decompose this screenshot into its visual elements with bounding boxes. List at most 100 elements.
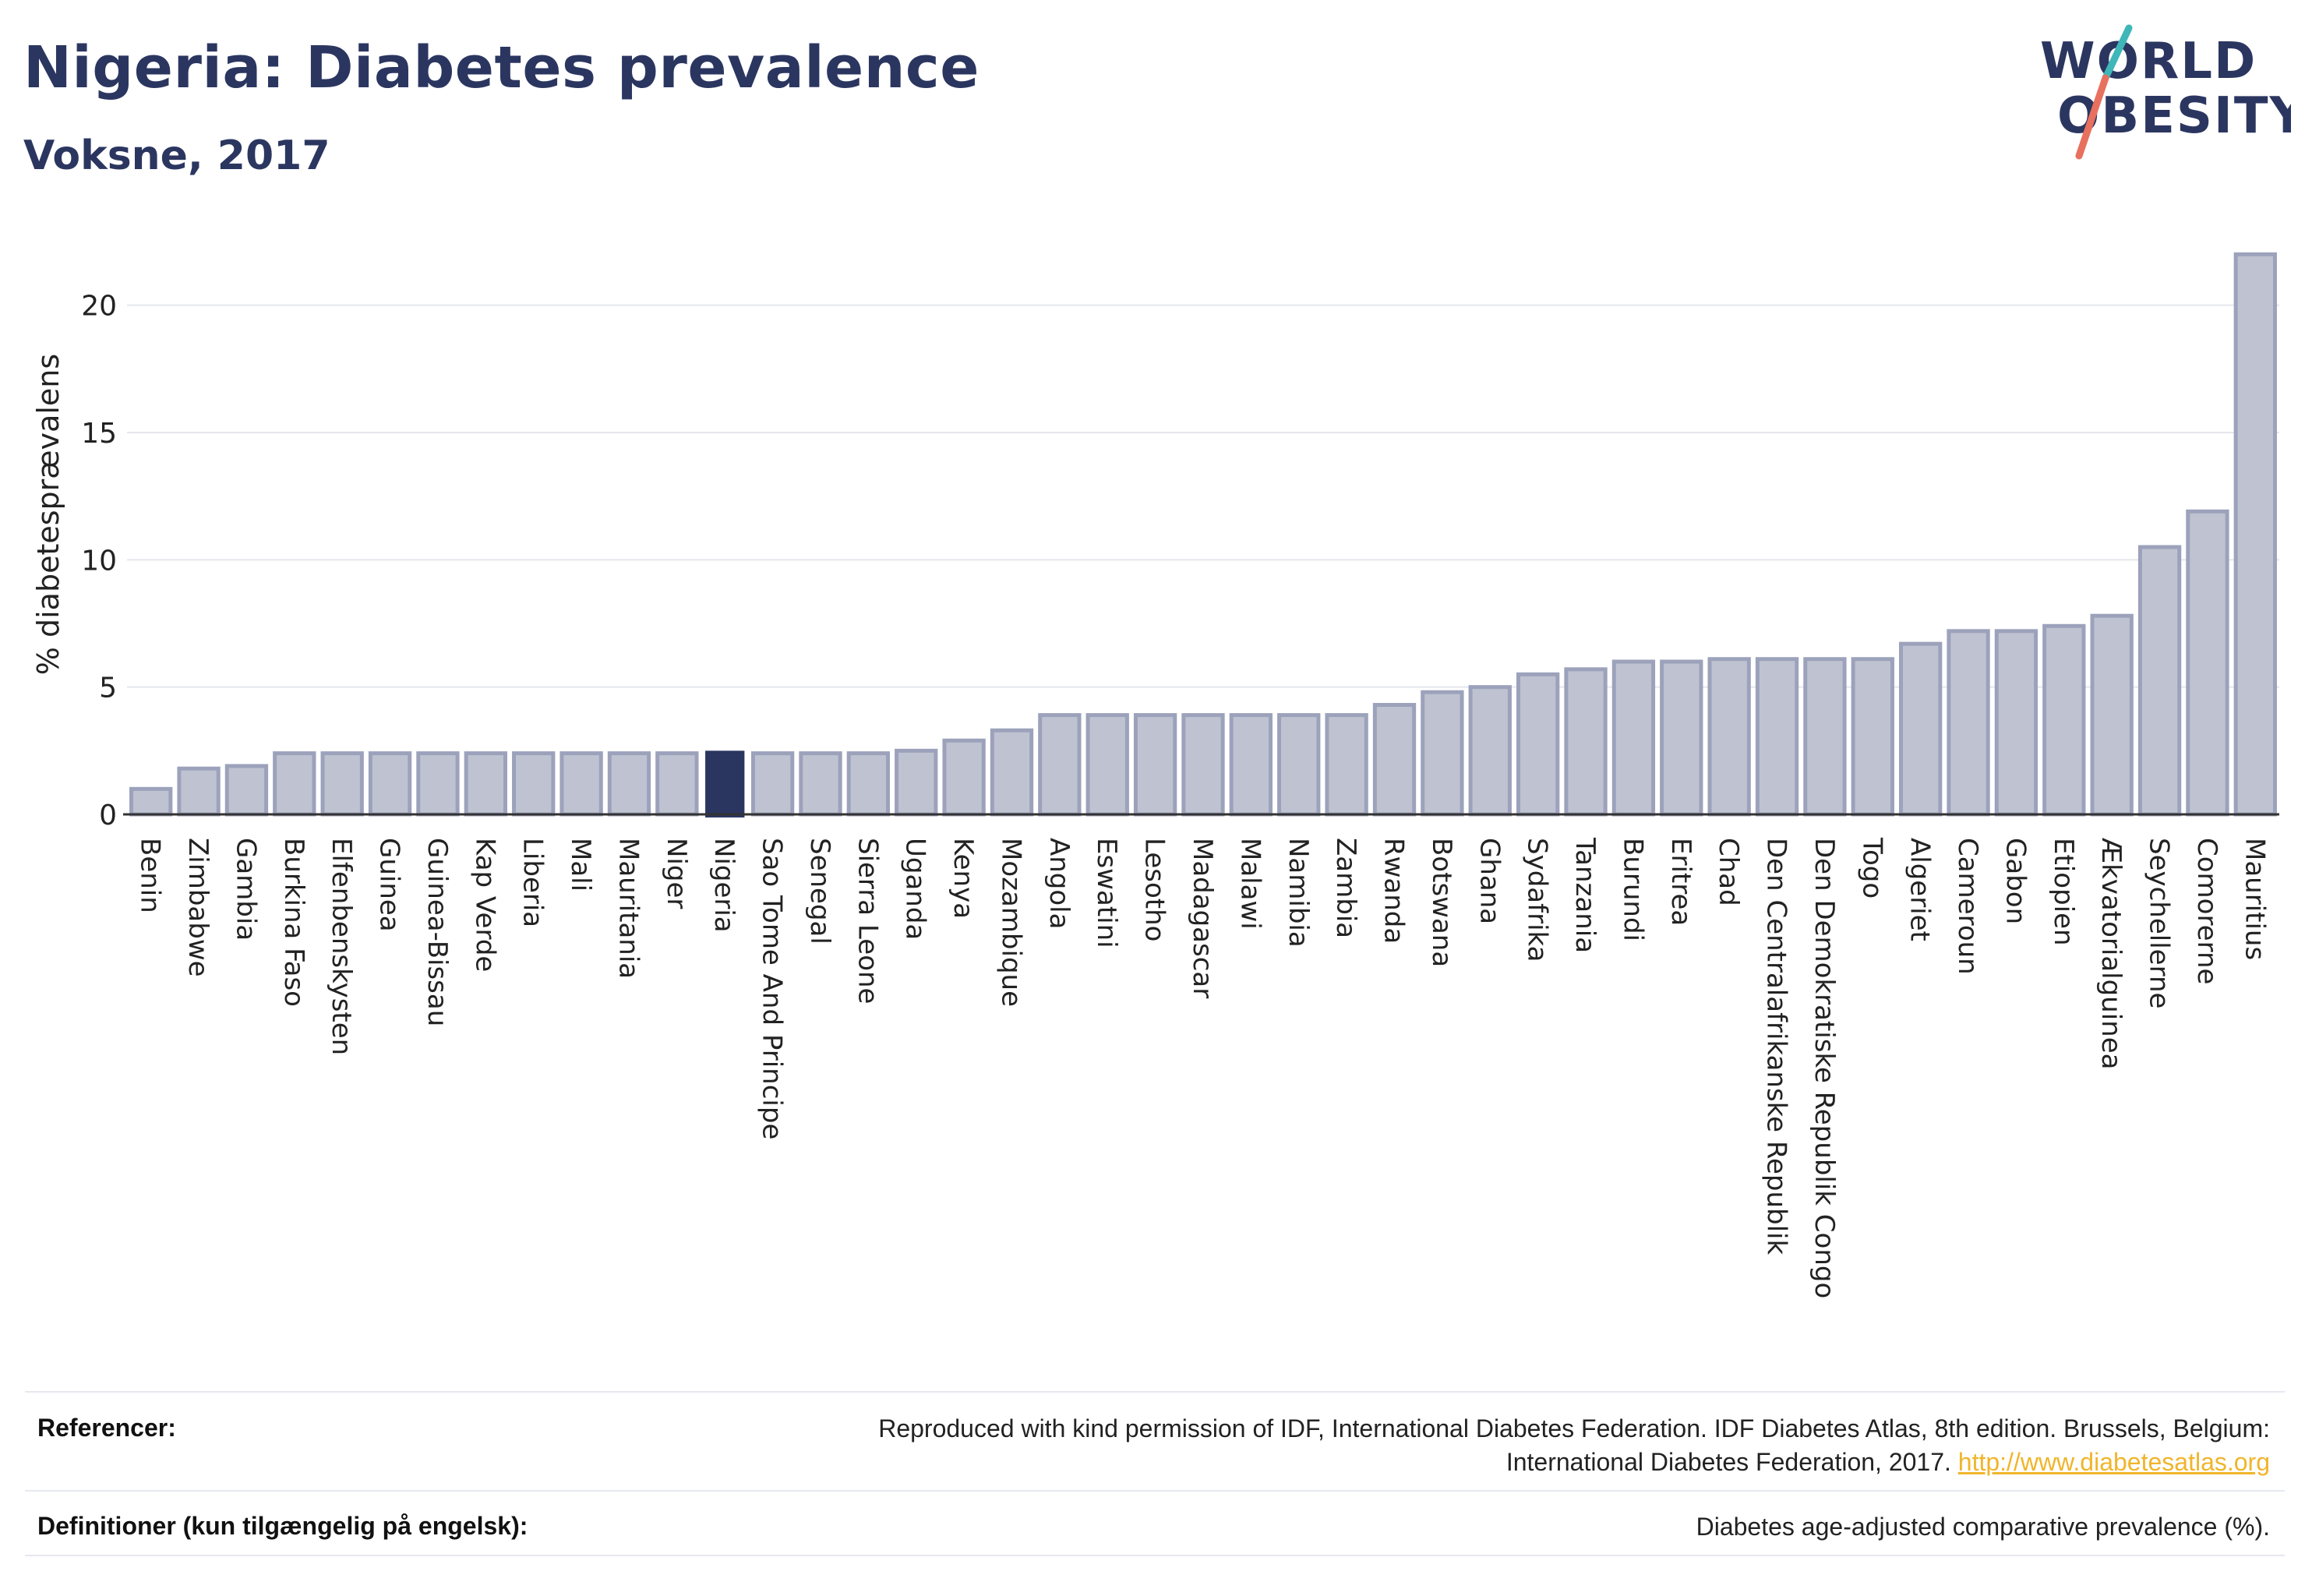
bar[interactable] [320,751,364,817]
bar[interactable] [1947,629,1990,817]
x-tick-label: Ækvatorialguinea [2095,838,2127,1069]
bar[interactable] [1564,667,1608,817]
bar[interactable] [1181,713,1225,817]
x-tick-label: Namibia [1283,838,1314,948]
bars [129,252,2277,817]
x-tick-label: Sydafrika [1522,838,1553,962]
bar[interactable] [464,751,507,817]
bar[interactable] [1421,690,1464,817]
bar[interactable] [416,751,460,817]
bar[interactable] [129,786,173,817]
bar[interactable] [1851,657,1894,817]
x-tick-label: Chad [1713,838,1744,906]
logo-slash-coral [2075,74,2109,160]
x-tick-label: Eritrea [1665,838,1696,926]
x-tick-label: Niger [661,838,692,909]
bar[interactable] [2090,613,2134,817]
bar[interactable] [1707,657,1751,817]
x-tick-label: Eswatini [1091,838,1122,948]
chart-subtitle: Voksne, 2017 [23,132,330,179]
x-tick-label: Ghana [1474,838,1505,924]
bar[interactable] [2233,252,2277,817]
y-tick-label: 0 [99,800,117,832]
bar[interactable] [1277,713,1321,817]
world-obesity-logo: WORLD OBESITY [2040,24,2291,160]
x-tick-label: Nigeria [708,838,740,933]
bar[interactable] [1372,703,1417,817]
x-tick-label: Rwanda [1378,838,1410,944]
x-tick-label: Gambia [230,838,261,941]
bar[interactable] [559,751,603,817]
logo-text-world: WORLD [2040,33,2257,90]
bar[interactable] [1229,713,1273,817]
y-tick-label: 20 [81,291,117,323]
x-tick-label: Madagascar [1187,838,1218,998]
logo-slash-teal [2102,24,2133,82]
bar[interactable] [2042,623,2086,817]
bar-highlight[interactable] [705,750,745,817]
definitions-text: Diabetes age-adjusted comparative preval… [1696,1513,2270,1541]
bar[interactable] [799,751,842,817]
bar-chart: 0 5 10 15 20 Benin Zimbabwe Gambia Burkina Faso E… [31,252,2279,1298]
x-tick-label: Malawi [1234,838,1265,930]
x-tick-label: Sierra Leone [852,838,883,1004]
bar[interactable] [512,751,556,817]
bar[interactable] [1516,672,1560,817]
x-tick-label: Etiopien [2048,838,2079,946]
x-tick-label: Gabon [2000,838,2031,924]
x-tick-label: Seychellerne [2144,838,2175,1008]
bar[interactable] [224,764,269,817]
bar[interactable] [1133,713,1177,817]
x-tick-label: Den Demokratiske Republik Congo [1809,838,1840,1298]
x-tick-label: Zambia [1330,838,1361,938]
x-tick-label: Burkina Faso [278,838,309,1007]
bar[interactable] [1611,659,1656,817]
references-link[interactable]: http://www.diabetesatlas.org [1957,1448,2270,1476]
x-tick-label: Zimbabwe [182,838,214,977]
footer-divider-bottom [25,1555,2285,1556]
bar[interactable] [1803,657,1847,817]
bar[interactable] [1038,713,1082,817]
x-tick-label: Senegal [804,838,835,945]
axes: 0 5 10 15 20 Benin Zimbabwe Gambia Burkina Faso E… [81,291,2279,1298]
x-tick-label: Tanzania [1569,837,1601,953]
bar[interactable] [655,751,699,817]
bar[interactable] [750,751,795,817]
x-tick-label: Burundi [1617,838,1648,941]
x-tick-label: Mali [565,838,596,892]
bar[interactable] [1660,659,1703,817]
bar[interactable] [177,766,221,817]
x-tick-label: Den Centralafrikanske Republik [1761,838,1792,1255]
x-tick-label: Lesotho [1139,838,1170,941]
x-tick-label: Guinea [374,838,405,932]
bar[interactable] [1994,629,2038,817]
bar[interactable] [607,751,651,817]
bar[interactable] [990,728,1034,817]
bar[interactable] [1755,657,1799,817]
x-tick-label: Kap Verde [469,838,500,972]
y-tick-label: 5 [99,673,117,704]
y-tick-label: 15 [81,418,117,450]
x-tick-label: Mauritius [2239,838,2270,960]
x-tick-label: Mozambique [995,838,1026,1007]
x-tick-label: Togo [1856,837,1887,899]
bar[interactable] [1085,713,1129,817]
bar[interactable] [846,751,891,817]
x-tick-label: Guinea-Bissau [422,838,453,1026]
bar[interactable] [368,751,412,817]
footer-divider-middle [25,1490,2285,1492]
bar[interactable] [1899,641,1943,817]
references-text: Reproduced with kind permission of IDF, … [634,1412,2270,1479]
x-tick-label: Comorerne [2191,838,2222,984]
x-tick-label: Mauritania [612,838,644,979]
bar[interactable] [2186,509,2229,817]
y-tick-label: 10 [81,545,117,577]
bar[interactable] [895,748,938,817]
bar[interactable] [1468,685,1512,817]
references-label: Referencer: [37,1414,176,1442]
bar[interactable] [2137,545,2182,817]
bar[interactable] [273,751,316,817]
footer-divider-top [25,1391,2285,1393]
bar[interactable] [1325,713,1368,817]
bar[interactable] [942,738,986,817]
